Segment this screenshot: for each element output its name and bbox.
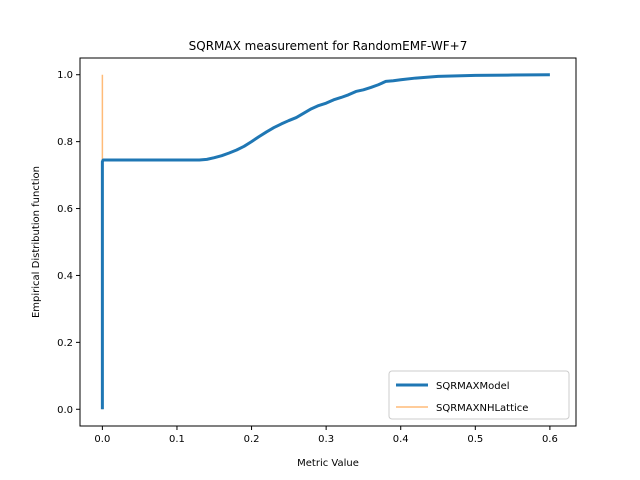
x-axis-ticks: 0.0 0.1 0.2 0.3 0.4 0.5 0.6	[94, 426, 558, 445]
x-tick-label: 0.5	[467, 434, 483, 445]
legend: SQRMAXModel SQRMAXNHLattice	[388, 370, 570, 420]
y-tick-label: 0.0	[57, 405, 73, 416]
x-tick-label: 0.6	[542, 434, 558, 445]
plot-frame	[79, 57, 577, 427]
y-axis-label: Empirical Distribution function	[31, 166, 42, 318]
y-tick-label: 0.8	[57, 137, 73, 148]
x-tick-label: 0.0	[94, 434, 110, 445]
chart-title: SQRMAX measurement for RandomEMF-WF+7	[189, 39, 468, 53]
y-tick-label: 0.6	[57, 204, 73, 215]
y-tick-label: 1.0	[57, 70, 73, 81]
x-tick-label: 0.3	[318, 434, 334, 445]
y-axis-ticks: 0.0 0.2 0.4 0.6 0.8 1.0	[57, 70, 80, 416]
plot-lines	[100, 73, 550, 410]
x-tick-label: 0.1	[169, 434, 185, 445]
x-axis-label: Metric Value	[297, 458, 359, 469]
series-line-sqrmaxmodel	[100, 73, 550, 410]
x-tick-label: 0.4	[393, 434, 409, 445]
y-tick-label: 0.2	[57, 338, 73, 349]
legend-box	[388, 370, 570, 420]
legend-label-sqrmaxmodel: SQRMAXModel	[436, 381, 510, 392]
legend-label-sqrmaxnhlattice: SQRMAXNHLattice	[436, 403, 528, 414]
y-tick-label: 0.4	[57, 271, 73, 282]
x-tick-label: 0.2	[244, 434, 260, 445]
